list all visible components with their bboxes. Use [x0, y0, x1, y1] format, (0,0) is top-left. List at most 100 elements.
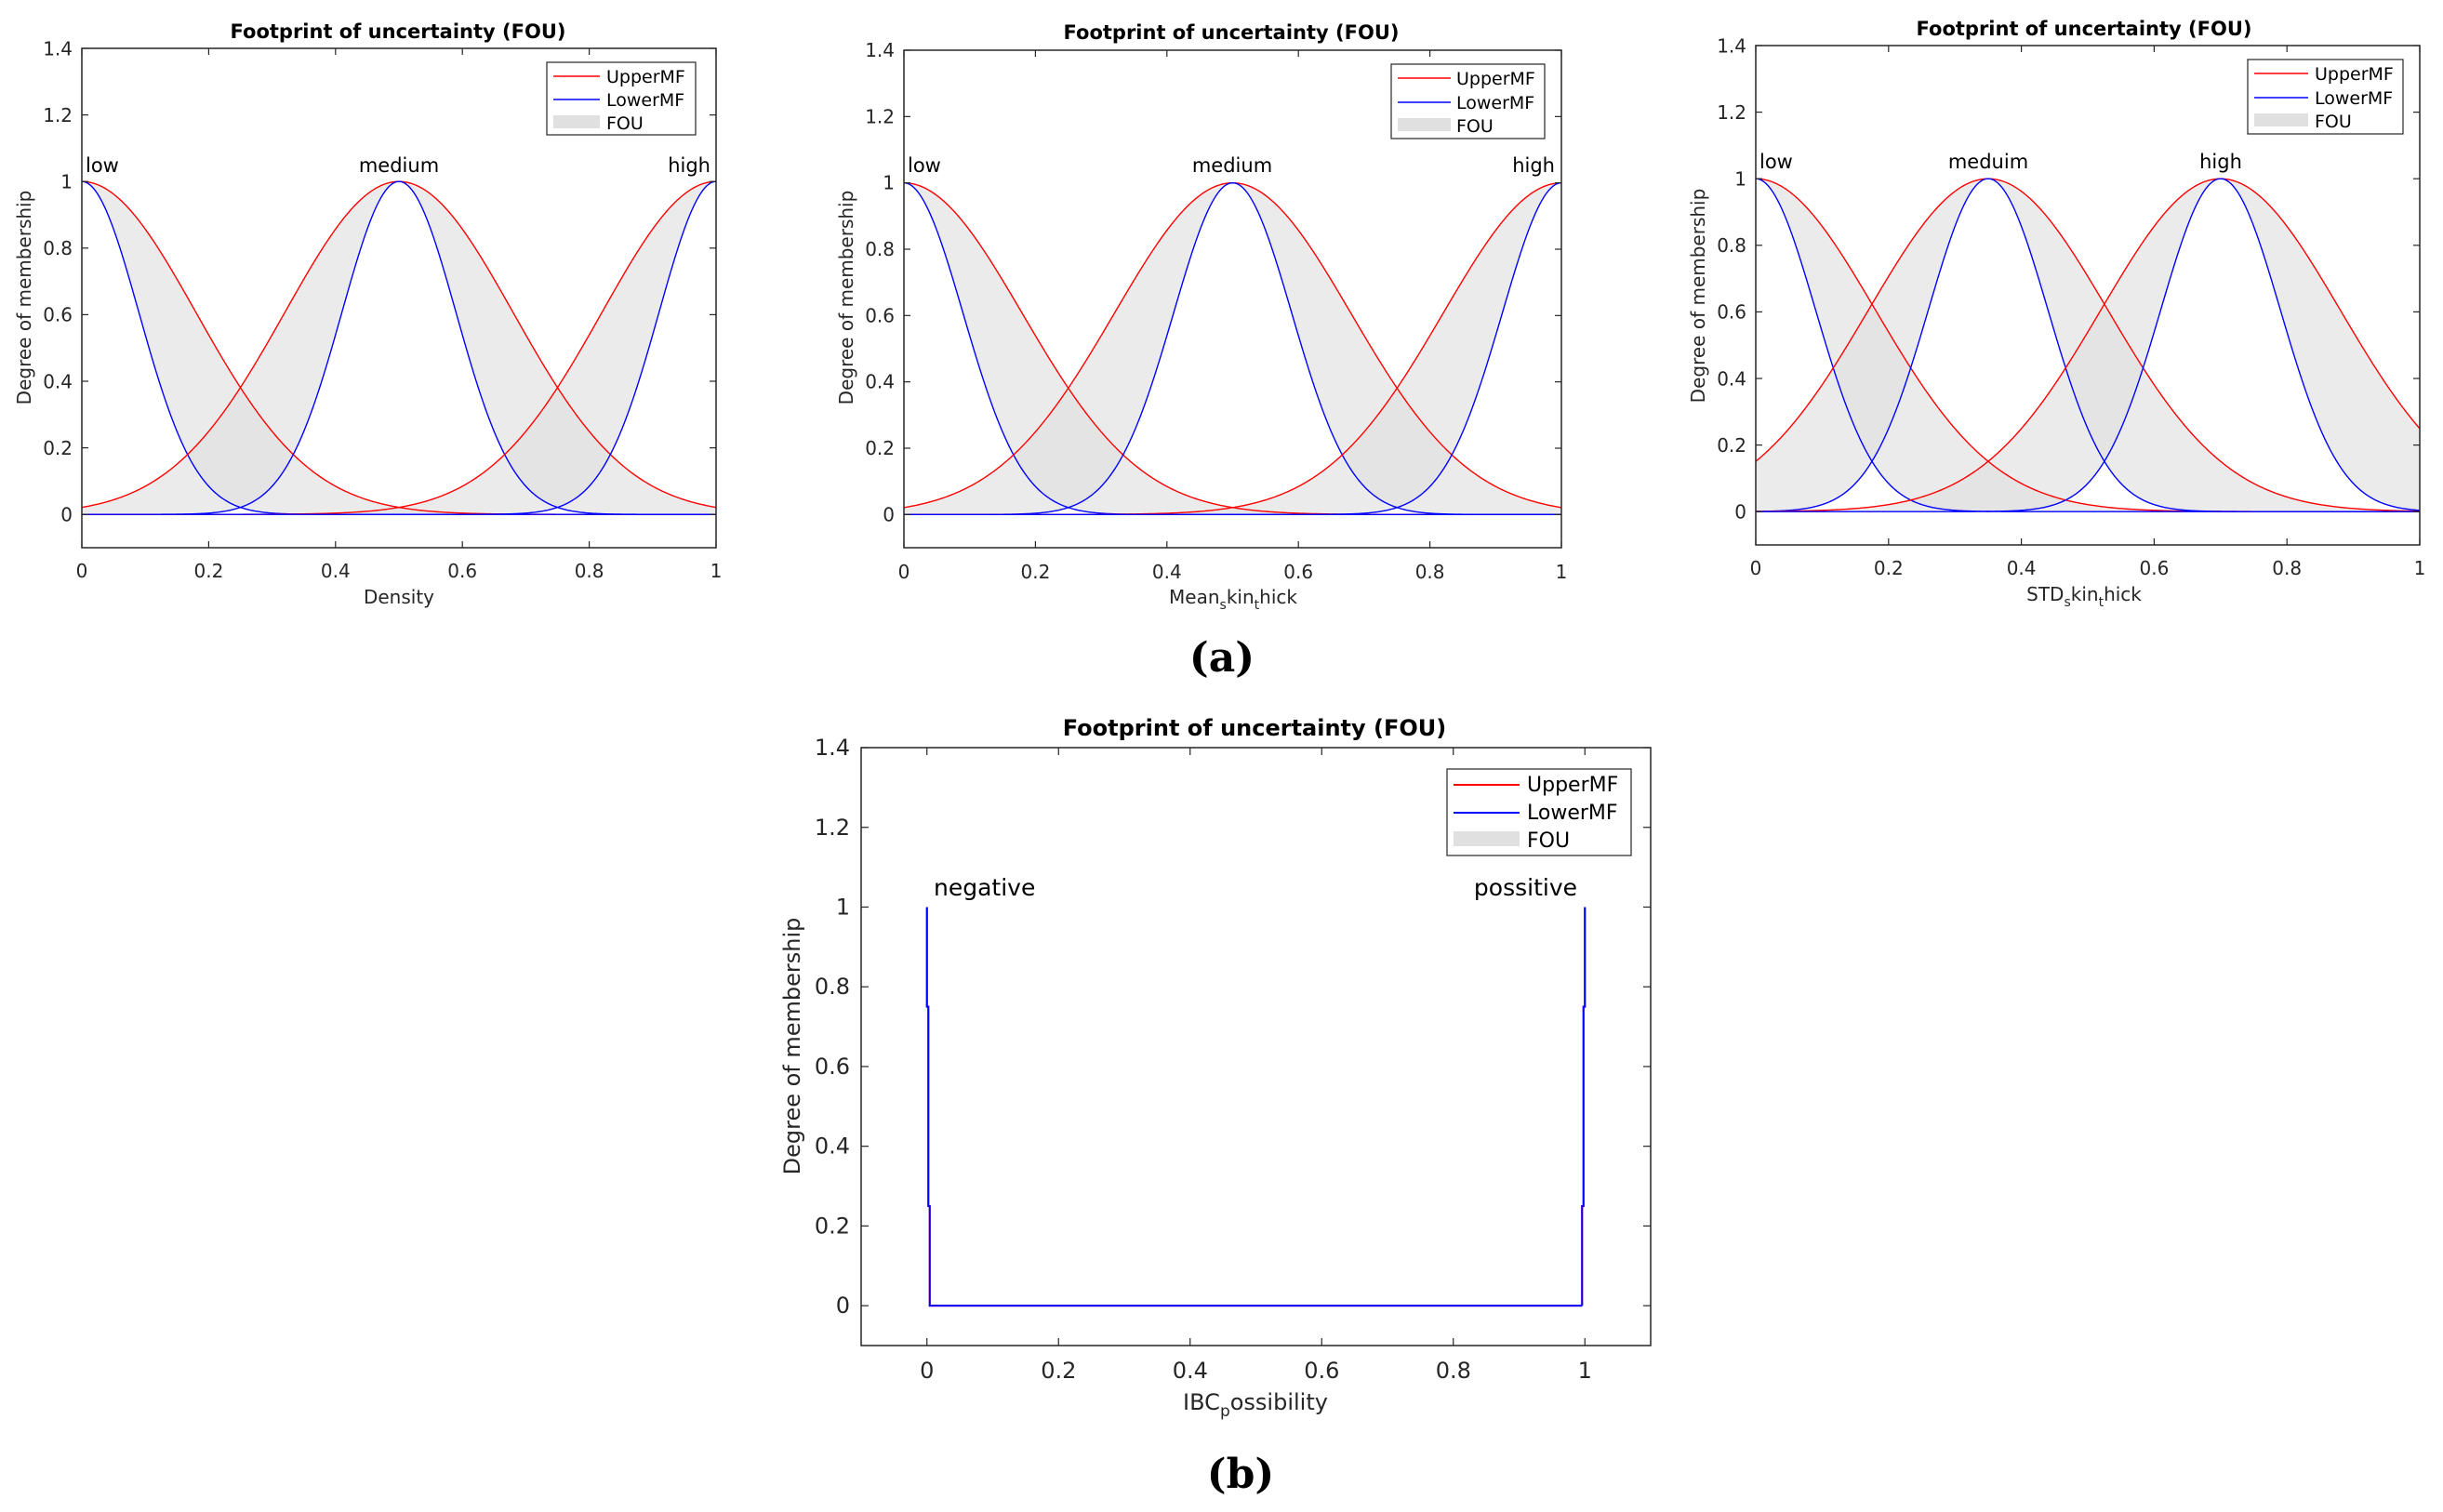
- y-tick-label: 0.6: [865, 304, 895, 326]
- y-tick-label: 0.4: [1717, 367, 1746, 390]
- x-tick-label: 1: [710, 560, 723, 582]
- x-tick-label: 0: [76, 560, 88, 582]
- lower-mf-line-high: [904, 181, 1562, 516]
- y-tick-label: 0.2: [865, 437, 895, 459]
- y-ticks: [82, 47, 716, 515]
- y-tick-label: 0.6: [43, 304, 73, 326]
- mf-label-medium: medium: [1192, 154, 1272, 177]
- legend: UpperMF LowerMF FOU: [546, 61, 697, 136]
- fou-area-low: [1756, 179, 2420, 512]
- y-tick-label: 0.8: [815, 974, 850, 1000]
- legend-label-lower: LowerMF: [606, 90, 684, 111]
- mf-label-medium: medium: [359, 154, 439, 177]
- y-tick-label: 1: [60, 171, 73, 193]
- x-tick-label: 0: [1750, 557, 1762, 579]
- y-ticks: [1756, 45, 2420, 512]
- panel-label-a: (a): [1189, 634, 1255, 682]
- legend: UpperMF LowerMF FOU: [1446, 768, 1632, 856]
- x-axis-title: IBCpossibility: [1183, 1389, 1328, 1421]
- axes-box: [81, 47, 717, 549]
- legend-label-fou: FOU: [2315, 112, 2352, 132]
- y-tick-label: 0.4: [43, 370, 73, 392]
- mf-label-meduim: meduim: [1948, 151, 2028, 173]
- y-axis-title: Degree of membership: [1687, 189, 1709, 404]
- plot-area: [1755, 178, 2421, 512]
- chart-title: Footprint of uncertainty (FOU): [1917, 18, 2252, 40]
- y-tick-label: 1: [1734, 168, 1746, 191]
- y-ticks: [904, 49, 1561, 515]
- chart-title: Footprint of uncertainty (FOU): [1064, 21, 1400, 44]
- y-axis-title: Degree of membership: [835, 191, 857, 405]
- legend-swatch-fou: [1398, 118, 1451, 131]
- axes-box: [860, 747, 1652, 1346]
- plot-area: [81, 180, 717, 515]
- y-tick-label: 1.2: [865, 105, 895, 127]
- upper-mf-line-high: [1755, 178, 2421, 512]
- x-tick-label: 0.2: [1020, 561, 1050, 583]
- chart-std-skin-thick: Footprint of uncertainty (FOU) 0 0.2 0.4…: [1687, 18, 2425, 610]
- x-ticks: [1755, 46, 2421, 545]
- x-ticks: [926, 748, 1586, 1346]
- y-tick-label: 0.4: [865, 371, 895, 393]
- plot-area: [903, 181, 1562, 516]
- x-tick-label: 0.4: [1173, 1358, 1208, 1384]
- y-tick-label: 0.4: [815, 1134, 850, 1160]
- x-tick-label: 0.8: [1415, 561, 1445, 583]
- y-tick-label: 0: [883, 503, 895, 525]
- legend-label-upper: UpperMF: [606, 67, 685, 87]
- legend-label-fou: FOU: [1456, 116, 1494, 137]
- lower-mf-line-high: [82, 180, 717, 515]
- y-tick-label: 1.4: [43, 37, 73, 60]
- y-tick-label: 0.8: [1717, 234, 1746, 257]
- y-tick-label: 0: [60, 504, 73, 526]
- x-tick-label: 1: [1556, 561, 1568, 583]
- fou-area-high: [904, 182, 1561, 515]
- lower-mf-line-meduim: [1755, 178, 2420, 512]
- y-tick-label: 0.2: [43, 437, 73, 459]
- legend-swatch-fou: [1454, 831, 1520, 846]
- y-tick-label: 0.8: [43, 237, 73, 259]
- x-tick-label: 1: [1578, 1358, 1592, 1384]
- x-tick-label: 0.2: [193, 560, 223, 582]
- x-tick-label: 0.4: [321, 560, 351, 582]
- legend: UpperMF LowerMF FOU: [1390, 63, 1546, 139]
- legend-swatch-fou: [2254, 113, 2308, 126]
- x-tick-label: 0.2: [1874, 557, 1904, 579]
- y-tick-label: 0.6: [1717, 301, 1746, 324]
- y-tick-label: 1.4: [1717, 34, 1746, 57]
- mf-label-negative: negative: [934, 874, 1035, 901]
- legend: UpperMF LowerMF FOU: [2247, 59, 2404, 135]
- y-tick-label: 1: [883, 172, 895, 194]
- x-tick-label: 0.4: [2007, 557, 2037, 579]
- mf-label-low: low: [86, 154, 119, 177]
- x-tick-label: 0: [920, 1358, 934, 1384]
- mf-label-possitive: possitive: [1474, 874, 1577, 901]
- y-ticks: [861, 747, 1651, 1306]
- upper-mf-line-meduim: [1755, 178, 2421, 512]
- fou-area-high: [1756, 179, 2420, 512]
- y-tick-label: 0.6: [815, 1054, 850, 1080]
- legend-label-upper: UpperMF: [1456, 69, 1535, 89]
- x-ticks: [81, 48, 717, 548]
- x-tick-label: 0.6: [447, 560, 477, 582]
- y-tick-label: 1: [836, 895, 850, 921]
- legend-label-fou: FOU: [606, 113, 644, 134]
- chart-density: Footprint of uncertainty (FOU) 0 0.2 0.4…: [13, 20, 722, 608]
- y-axis-title: Degree of membership: [779, 918, 805, 1175]
- mf-label-high: high: [2199, 151, 2242, 173]
- chart-mean-skin-thick: Footprint of uncertainty (FOU) 0 0.2 0.4…: [835, 21, 1567, 613]
- x-tick-label: 0.2: [1041, 1358, 1076, 1384]
- x-tick-label: 0: [898, 561, 910, 583]
- panel-label-b: (b): [1207, 1451, 1274, 1498]
- mf-label-high: high: [668, 154, 710, 177]
- x-tick-label: 1: [2414, 557, 2426, 579]
- y-tick-label: 0.2: [815, 1213, 850, 1239]
- y-tick-label: 1.2: [815, 815, 850, 841]
- lower-mf-line-high: [1756, 178, 2421, 512]
- x-tick-label: 0.6: [2139, 557, 2169, 579]
- y-tick-label: 0: [1734, 501, 1746, 524]
- x-ticks: [903, 50, 1562, 548]
- y-tick-label: 1.2: [43, 104, 73, 126]
- x-tick-label: 0.8: [1436, 1358, 1471, 1384]
